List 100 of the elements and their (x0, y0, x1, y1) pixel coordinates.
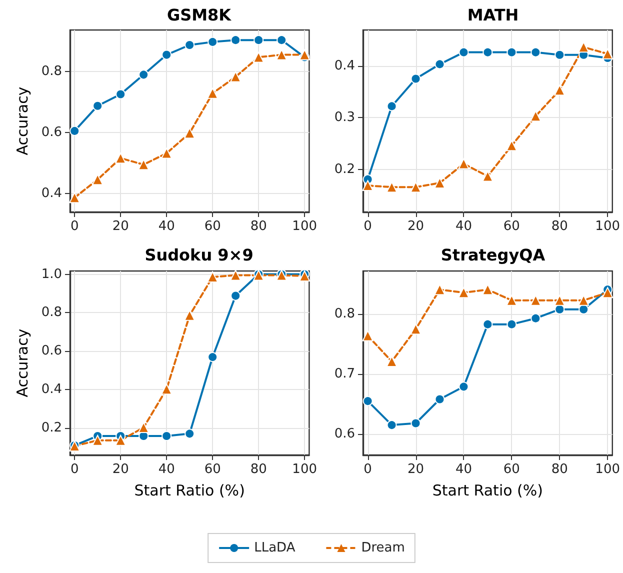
point (554, 294, 566, 306)
point (207, 271, 218, 282)
point (92, 100, 103, 111)
x-tick-label: 20 (112, 219, 129, 234)
chart-title: MATH (467, 6, 519, 24)
x-tick-label: 40 (158, 462, 175, 477)
x-tick-label: 60 (204, 219, 221, 234)
y-tick-label: 0.4 (334, 58, 355, 74)
point (386, 182, 398, 193)
point (578, 304, 589, 314)
point (410, 418, 421, 428)
point (230, 71, 242, 82)
x-tick-label: 20 (407, 219, 424, 234)
point (138, 422, 150, 434)
point (362, 396, 373, 406)
x-tick-label: 100 (292, 462, 318, 477)
x-tick-label: 80 (250, 462, 267, 477)
x-tick-label: 60 (503, 219, 520, 234)
x-tick-label: 80 (551, 219, 568, 234)
point (530, 313, 541, 324)
x-tick-label: 20 (407, 462, 424, 477)
point (602, 48, 614, 60)
x-tick-label: 40 (158, 219, 175, 234)
x-tick-label: 60 (503, 462, 520, 477)
legend-label: LLaDA (254, 540, 296, 556)
point (482, 47, 493, 58)
point (482, 284, 494, 296)
x-tick-label: 20 (112, 462, 129, 477)
point (207, 88, 218, 99)
point (530, 47, 541, 58)
point (161, 148, 172, 159)
point (386, 420, 397, 430)
point (554, 50, 565, 60)
chart-title: StrategyQA (440, 246, 546, 264)
y-tick-label: 0.4 (41, 186, 62, 202)
y-axis-title: Accuracy (14, 86, 32, 156)
point (578, 42, 590, 53)
point (69, 192, 80, 204)
point (506, 47, 517, 58)
point (434, 394, 445, 404)
point (386, 356, 398, 367)
point (506, 140, 518, 152)
point (410, 182, 422, 193)
point (161, 384, 172, 395)
y-tick-label: 0.2 (41, 420, 62, 436)
point (115, 152, 126, 164)
point (208, 36, 218, 47)
point (116, 89, 126, 100)
x-tick-label: 0 (70, 462, 79, 477)
point (253, 52, 264, 63)
chart-title: GSM8K (166, 6, 232, 24)
x-tick-label: 40 (455, 219, 472, 234)
x-tick-label: 0 (70, 219, 79, 234)
point (458, 158, 470, 170)
y-tick-label: 0.4 (41, 382, 62, 398)
point (254, 35, 264, 46)
point (362, 330, 374, 342)
x-tick-label: 80 (250, 219, 267, 234)
point (208, 352, 218, 362)
point (92, 174, 104, 186)
point (184, 128, 196, 139)
legend-label: Dream (361, 540, 405, 556)
x-axis-title: Start Ratio (%) (134, 482, 245, 500)
y-tick-label: 0.8 (41, 64, 62, 79)
x-tick-label: 100 (595, 462, 620, 477)
point (410, 74, 421, 84)
point (458, 47, 469, 58)
x-tick-label: 60 (204, 462, 221, 477)
x-tick-label: 100 (292, 219, 318, 234)
x-tick-label: 40 (455, 462, 472, 477)
y-axis-title: Accuracy (14, 328, 32, 398)
y-tick-label: 0.7 (334, 366, 355, 382)
point (362, 180, 374, 192)
point (92, 434, 104, 446)
y-tick-label: 0.6 (41, 124, 62, 140)
point (115, 434, 126, 446)
point (458, 287, 470, 298)
x-tick-label: 80 (551, 462, 568, 477)
point (554, 304, 565, 314)
point (162, 50, 172, 60)
y-tick-label: 1.0 (41, 266, 62, 282)
point (230, 270, 242, 281)
y-tick-label: 0.8 (334, 306, 355, 322)
x-tick-label: 0 (364, 462, 372, 477)
point (554, 84, 566, 96)
point (602, 287, 614, 298)
chart-title: Sudoku 9×9 (144, 246, 254, 264)
point (530, 110, 542, 122)
point (138, 159, 150, 170)
point (482, 319, 493, 330)
y-tick-label: 0.2 (334, 162, 355, 177)
y-tick-label: 0.8 (41, 305, 62, 320)
y-tick-label: 0.6 (41, 344, 62, 359)
point (434, 284, 446, 296)
point (506, 294, 518, 306)
point (162, 430, 172, 441)
point (184, 40, 195, 50)
point (434, 59, 445, 70)
y-tick-label: 0.3 (334, 110, 355, 126)
point (138, 70, 149, 80)
